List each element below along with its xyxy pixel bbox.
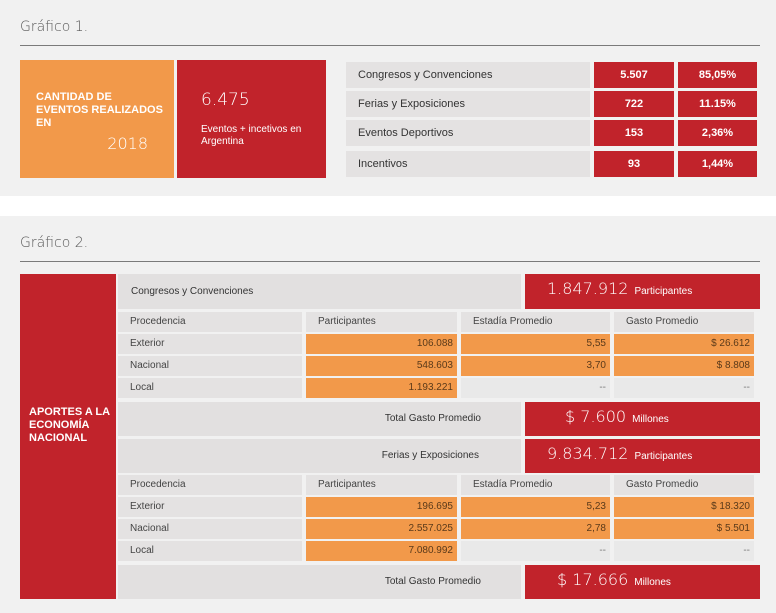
spend-cell: $ 8.808 (614, 356, 754, 376)
event-type-count: 5.507 (594, 62, 674, 88)
participants-unit: Participantes (634, 286, 693, 297)
participants-cell: 2.557.025 (306, 519, 457, 539)
chart-2-title: Gráfico 2. (20, 235, 89, 251)
spend-cell: $ 26.612 (614, 334, 754, 354)
section-name-bar: Ferias y Exposiciones (118, 439, 521, 473)
events-total-box: 6.475 Eventos + incetivos en Argentina (177, 60, 326, 178)
participants-cell: 196.695 (306, 497, 457, 517)
spend-cell: $ 5.501 (614, 519, 754, 539)
total-spend-label: Total Gasto Promedio (384, 576, 481, 587)
events-year-box: CANTIDAD DE EVENTOS REALIZADOS EN 2018 (20, 60, 174, 178)
origin-cell: Local (118, 541, 302, 561)
section-participants-total: 9.834.712 Participantes (525, 439, 760, 473)
chart-1-panel: Gráfico 1. CANTIDAD DE EVENTOS REALIZADO… (0, 0, 776, 196)
origin-cell: Exterior (118, 334, 302, 354)
event-type-percent: 85,05% (678, 62, 757, 88)
table-header: Procedencia (118, 312, 302, 332)
event-type-name: Eventos Deportivos (346, 120, 590, 146)
total-spend-value: $ 7.600 (565, 407, 627, 426)
total-spend-box: $ 17.666 Millones (525, 565, 760, 599)
origin-cell: Exterior (118, 497, 302, 517)
total-spend-label: Total Gasto Promedio (384, 413, 481, 424)
origin-cell: Nacional (118, 519, 302, 539)
participants-cell: 106.088 (306, 334, 457, 354)
participants-unit: Participantes (634, 451, 693, 462)
economy-contribution-box: APORTES A LA ECONOMÍA NACIONAL (20, 274, 116, 599)
origin-cell: Local (118, 378, 302, 398)
table-header: Gasto Promedio (614, 475, 754, 495)
event-type-percent: 1,44% (678, 151, 757, 177)
section-name: Congresos y Convenciones (131, 286, 254, 297)
stay-cell: 5,23 (461, 497, 610, 517)
total-spend-unit: Millones (634, 577, 671, 588)
total-spend-box: $ 7.600 Millones (525, 402, 760, 436)
event-type-name: Incentivos (346, 151, 590, 177)
participants-cell: 1.193.221 (306, 378, 457, 398)
origin-cell: Nacional (118, 356, 302, 376)
event-type-count: 93 (594, 151, 674, 177)
participants-total-value: 1.847.912 (547, 279, 629, 298)
section-name-bar: Congresos y Convenciones (118, 274, 521, 309)
section-participants-total: 1.847.912 Participantes (525, 274, 760, 309)
divider (20, 45, 760, 46)
chart-2-panel: Gráfico 2. APORTES A LA ECONOMÍA NACIONA… (0, 216, 776, 613)
total-spend-label-bar: Total Gasto Promedio (118, 402, 521, 436)
chart-1-title: Gráfico 1. (20, 19, 89, 35)
spend-cell: -- (614, 378, 754, 398)
participants-total-value: 9.834.712 (547, 444, 629, 463)
section-name: Ferias y Exposiciones (381, 450, 479, 461)
event-type-name: Congresos y Convenciones (346, 62, 590, 88)
event-type-count: 153 (594, 120, 674, 146)
events-year-value: 2018 (107, 134, 148, 153)
participants-cell: 548.603 (306, 356, 457, 376)
table-header: Participantes (306, 475, 457, 495)
table-header: Estadía Promedio (461, 475, 610, 495)
total-spend-label-bar: Total Gasto Promedio (118, 565, 521, 599)
table-header: Gasto Promedio (614, 312, 754, 332)
table-header: Estadía Promedio (461, 312, 610, 332)
stay-cell: 2,78 (461, 519, 610, 539)
event-type-percent: 11.15% (678, 91, 757, 117)
event-type-name: Ferias y Exposiciones (346, 91, 590, 117)
stay-cell: -- (461, 378, 610, 398)
table-header: Participantes (306, 312, 457, 332)
divider (20, 261, 760, 262)
stay-cell: 3,70 (461, 356, 610, 376)
spend-cell: -- (614, 541, 754, 561)
participants-cell: 7.080.992 (306, 541, 457, 561)
stay-cell: -- (461, 541, 610, 561)
total-spend-unit: Millones (632, 414, 669, 425)
events-total-value: 6.475 (201, 90, 250, 110)
event-type-percent: 2,36% (678, 120, 757, 146)
events-total-caption: Eventos + incetivos en Argentina (201, 124, 302, 147)
events-year-label: CANTIDAD DE EVENTOS REALIZADOS EN (36, 91, 163, 129)
spend-cell: $ 18.320 (614, 497, 754, 517)
table-header: Procedencia (118, 475, 302, 495)
economy-contribution-label: APORTES A LA ECONOMÍA NACIONAL (29, 406, 110, 444)
total-spend-value: $ 17.666 (557, 570, 629, 589)
event-type-count: 722 (594, 91, 674, 117)
stay-cell: 5,55 (461, 334, 610, 354)
